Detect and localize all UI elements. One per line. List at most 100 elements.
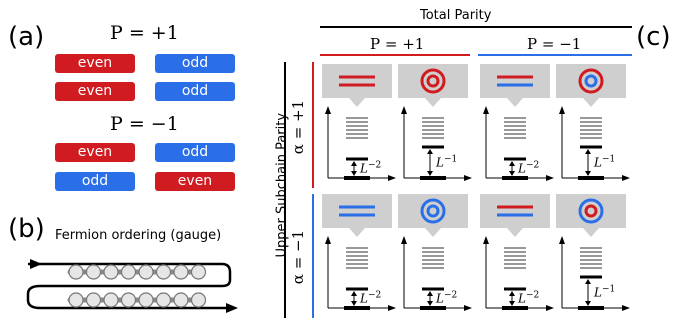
fermion-site bbox=[173, 292, 189, 308]
spectrum-cell: L−2 bbox=[480, 64, 554, 181]
fermion-site bbox=[138, 292, 154, 308]
ring-icon bbox=[426, 74, 440, 88]
gap-label: L−2 bbox=[517, 161, 539, 176]
axis-arrow-icon bbox=[401, 236, 407, 244]
spectrum-cell: L−1 bbox=[556, 64, 630, 181]
gap-exponent: −2 bbox=[368, 161, 381, 171]
parity-pill: odd bbox=[155, 54, 235, 73]
gap-arrow-icon bbox=[351, 301, 357, 306]
parity-pill: odd bbox=[155, 143, 235, 162]
gap-arrow-icon bbox=[509, 171, 515, 176]
axis-arrow-icon bbox=[388, 305, 396, 311]
axis-arrow-icon bbox=[483, 236, 489, 244]
gap-arrow-icon bbox=[351, 161, 357, 166]
group-title-p-plus: P = +1 bbox=[110, 22, 179, 44]
gap-exponent: −1 bbox=[602, 285, 615, 295]
axis-arrow-icon bbox=[325, 106, 331, 114]
gap-label: L−1 bbox=[435, 155, 457, 170]
gap-label: L−2 bbox=[359, 161, 381, 176]
fermion-site bbox=[155, 264, 172, 280]
ring-icon bbox=[578, 198, 604, 224]
col-header-p-minus: P = −1 bbox=[527, 35, 582, 53]
group-title-p-minus: P = −1 bbox=[110, 113, 179, 135]
fermion-site bbox=[85, 292, 102, 308]
axis-arrow-icon bbox=[401, 106, 407, 114]
spectrum-cell: L−1 bbox=[398, 64, 472, 181]
gap-arrow-icon bbox=[351, 291, 357, 296]
gap-arrow-icon bbox=[351, 171, 357, 176]
gap-exponent: −1 bbox=[444, 155, 457, 165]
fermion-site bbox=[190, 292, 207, 308]
gap-label: L−2 bbox=[517, 291, 539, 306]
gap-exponent: −1 bbox=[602, 155, 615, 165]
spectrum-cell: L−2 bbox=[322, 194, 396, 311]
fermion-ordering-title: Fermion ordering (gauge) bbox=[55, 228, 222, 243]
gap-exponent: −2 bbox=[368, 291, 381, 301]
fermion-site bbox=[138, 264, 154, 280]
parity-pill: even bbox=[155, 172, 235, 191]
axis-arrow-icon bbox=[388, 175, 396, 181]
ring-icon bbox=[426, 204, 440, 218]
fermion-site bbox=[155, 292, 172, 308]
ring-icon bbox=[584, 74, 598, 88]
gap-exponent: −2 bbox=[526, 291, 539, 301]
axis-arrow-icon bbox=[622, 175, 630, 181]
col-header-p-plus: P = +1 bbox=[370, 35, 425, 53]
gap-arrow-icon bbox=[427, 291, 433, 296]
gap-arrow-icon bbox=[585, 149, 591, 154]
fermion-site bbox=[173, 264, 189, 280]
axis-arrow-icon bbox=[559, 106, 565, 114]
gap-arrow-icon bbox=[585, 171, 591, 176]
axis-arrow-icon bbox=[464, 305, 472, 311]
gap-arrow-icon bbox=[427, 301, 433, 306]
parity-pill: odd bbox=[55, 172, 135, 191]
gap-arrow-icon bbox=[509, 291, 515, 296]
gap-exponent: −2 bbox=[444, 291, 457, 301]
axis-arrow-icon bbox=[325, 236, 331, 244]
axis-arrow-icon bbox=[546, 175, 554, 181]
parity-pill: even bbox=[55, 82, 135, 101]
fermion-site bbox=[190, 264, 207, 280]
arrow-head-icon bbox=[30, 259, 42, 269]
fermion-site bbox=[85, 264, 102, 280]
panel-c-label: (c) bbox=[636, 22, 671, 52]
parity-pill: even bbox=[55, 54, 135, 73]
total-parity-header: Total Parity bbox=[420, 8, 492, 23]
ring-icon bbox=[584, 204, 598, 218]
axis-arrow-icon bbox=[464, 175, 472, 181]
spectrum-cell: L−2 bbox=[322, 64, 396, 181]
gap-label: L−1 bbox=[593, 285, 615, 300]
panel-b-label: (b) bbox=[8, 214, 45, 244]
fermion-site bbox=[103, 292, 119, 308]
gap-arrow-icon bbox=[585, 301, 591, 306]
spectrum-cell: L−2 bbox=[398, 194, 472, 311]
fermion-site bbox=[68, 264, 84, 280]
gap-arrow-icon bbox=[509, 161, 515, 166]
axis-arrow-icon bbox=[546, 305, 554, 311]
spectrum-cell: L−1 bbox=[556, 194, 630, 311]
axis-arrow-icon bbox=[483, 106, 489, 114]
ring-icon bbox=[420, 198, 446, 224]
gap-label: L−2 bbox=[359, 291, 381, 306]
panel-a-label: (a) bbox=[8, 22, 45, 52]
axis-arrow-icon bbox=[559, 236, 565, 244]
parity-pill: odd bbox=[155, 82, 235, 101]
gap-label: L−1 bbox=[593, 155, 615, 170]
fermion-site bbox=[103, 264, 119, 280]
fermion-ordering-graphic bbox=[26, 259, 238, 313]
axis-arrow-icon bbox=[622, 305, 630, 311]
gap-arrow-icon bbox=[427, 149, 433, 154]
gap-exponent: −2 bbox=[526, 161, 539, 171]
fermion-site bbox=[120, 292, 137, 308]
spectrum-cell: L−2 bbox=[480, 194, 554, 311]
ring-icon bbox=[578, 68, 604, 94]
fermion-site bbox=[120, 264, 137, 280]
gap-arrow-icon bbox=[427, 171, 433, 176]
arrow-head-icon bbox=[226, 303, 238, 313]
gap-arrow-icon bbox=[509, 301, 515, 306]
parity-pill: even bbox=[55, 143, 135, 162]
gap-arrow-icon bbox=[585, 279, 591, 284]
gap-label: L−2 bbox=[435, 291, 457, 306]
fermion-site bbox=[68, 292, 84, 308]
